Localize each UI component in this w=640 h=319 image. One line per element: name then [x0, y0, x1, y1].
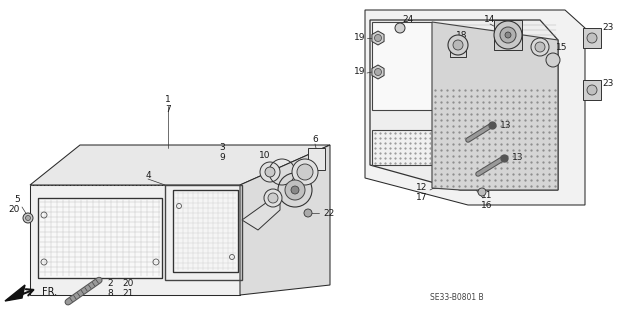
- Circle shape: [285, 180, 305, 200]
- Circle shape: [587, 85, 597, 95]
- Text: 18: 18: [456, 32, 468, 41]
- Text: 19: 19: [353, 33, 365, 41]
- Polygon shape: [370, 20, 558, 190]
- Polygon shape: [372, 65, 384, 79]
- Text: 21: 21: [122, 288, 134, 298]
- Circle shape: [23, 213, 33, 223]
- Text: 16: 16: [481, 201, 493, 210]
- Polygon shape: [432, 22, 558, 190]
- Circle shape: [297, 164, 313, 180]
- Text: 24: 24: [403, 16, 413, 25]
- Text: 20: 20: [8, 204, 20, 213]
- Text: 23: 23: [602, 78, 613, 87]
- Text: 6: 6: [312, 136, 318, 145]
- Polygon shape: [240, 145, 330, 295]
- Polygon shape: [372, 31, 384, 45]
- Text: 22: 22: [323, 209, 334, 218]
- Circle shape: [546, 53, 560, 67]
- Text: 23: 23: [602, 24, 613, 33]
- Polygon shape: [242, 195, 280, 230]
- Polygon shape: [173, 190, 238, 272]
- Circle shape: [500, 27, 516, 43]
- Circle shape: [494, 21, 522, 49]
- Text: 3: 3: [219, 144, 225, 152]
- Circle shape: [278, 173, 312, 207]
- Polygon shape: [583, 80, 601, 100]
- Polygon shape: [372, 130, 460, 188]
- Polygon shape: [494, 20, 522, 50]
- Text: 11: 11: [481, 190, 493, 199]
- Polygon shape: [30, 145, 330, 185]
- Text: FR.: FR.: [42, 287, 57, 297]
- Text: 1: 1: [165, 95, 171, 105]
- Text: 15: 15: [556, 43, 568, 53]
- Polygon shape: [450, 43, 466, 57]
- Circle shape: [264, 189, 282, 207]
- Circle shape: [505, 32, 511, 38]
- Circle shape: [374, 34, 381, 41]
- Text: 10: 10: [259, 151, 271, 160]
- Text: 2: 2: [107, 278, 113, 287]
- Circle shape: [268, 193, 278, 203]
- Text: 20: 20: [122, 278, 134, 287]
- Polygon shape: [5, 285, 25, 301]
- Text: 13: 13: [512, 153, 524, 162]
- Circle shape: [535, 42, 545, 52]
- Circle shape: [304, 209, 312, 217]
- Text: 4: 4: [145, 170, 151, 180]
- Circle shape: [26, 216, 31, 220]
- Text: 12: 12: [416, 182, 428, 191]
- Circle shape: [265, 167, 275, 177]
- Polygon shape: [38, 198, 162, 278]
- Text: 19: 19: [353, 68, 365, 77]
- Circle shape: [374, 69, 381, 76]
- Circle shape: [395, 23, 405, 33]
- Circle shape: [453, 40, 463, 50]
- Circle shape: [260, 162, 280, 182]
- Polygon shape: [365, 10, 585, 205]
- Circle shape: [448, 35, 468, 55]
- Polygon shape: [308, 148, 325, 170]
- Text: 14: 14: [484, 16, 496, 25]
- Text: 18: 18: [548, 57, 559, 66]
- Text: 13: 13: [500, 122, 511, 130]
- Text: 9: 9: [219, 153, 225, 162]
- Circle shape: [292, 159, 318, 185]
- Polygon shape: [30, 185, 240, 295]
- Circle shape: [531, 38, 549, 56]
- Circle shape: [587, 33, 597, 43]
- Text: SE33-B0801 B: SE33-B0801 B: [430, 293, 484, 302]
- Text: 5: 5: [14, 195, 20, 204]
- Text: 8: 8: [107, 288, 113, 298]
- Circle shape: [478, 188, 486, 196]
- Text: 7: 7: [165, 106, 171, 115]
- Polygon shape: [583, 28, 601, 48]
- Polygon shape: [372, 22, 432, 110]
- Text: 17: 17: [416, 192, 428, 202]
- Circle shape: [291, 186, 299, 194]
